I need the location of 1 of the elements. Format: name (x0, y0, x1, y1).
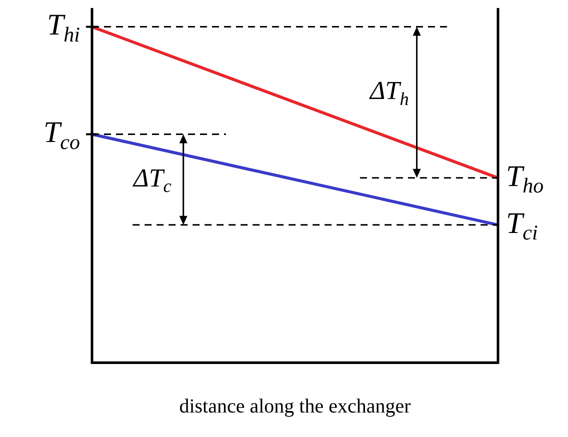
x-axis-title: distance along the exchanger (179, 395, 412, 418)
